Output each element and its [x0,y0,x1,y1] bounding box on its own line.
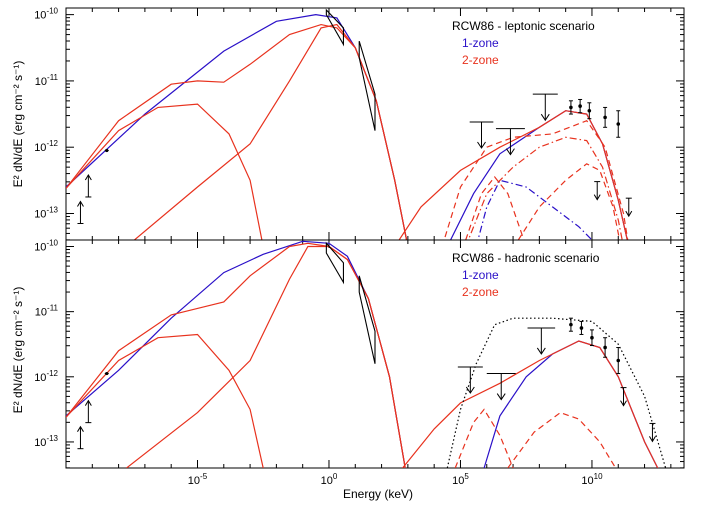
y-axis-label-top: E² dN/dE (erg cm⁻² s⁻¹) [11,61,25,188]
x-tick-label: 100 [321,472,338,487]
model-curve [446,317,667,468]
gamma-point [603,345,607,350]
model-curve [66,13,408,240]
bottom-panel: 10-10 10-11 10-12 10-13 10-5 100 105 1010 RCW86 … [34,239,685,487]
model-curve [133,23,408,240]
gamma-point [578,104,582,108]
legend-entry: 2-zone [462,53,499,67]
model-curve [483,340,659,468]
radio-arrow-head [84,399,92,406]
gamma-upper-limit-arrow [465,386,475,394]
y-tick-label: 10-10 [34,239,58,254]
radio-arrow-head [77,200,84,207]
y-tick-label: 10-11 [35,73,59,88]
model-curve [126,245,406,468]
gamma-point [579,326,584,330]
legend-title: RCW86 - hadronic scenario [452,251,600,265]
plot-area [66,8,633,240]
model-curve [467,136,623,240]
model-curve [66,242,406,468]
xray-bowtie [325,8,344,47]
xray-bowtie [358,275,376,364]
legend-entry: 2-zone [462,285,499,299]
gamma-limit-arrow [649,436,656,443]
gamma-point [616,358,621,363]
legend-entry: 1-zone [462,268,499,282]
y-tick-label: 10-12 [34,139,58,154]
legend-title: RCW86 - leptonic scenario [452,19,595,33]
model-curve [443,119,629,240]
x-tick-label: 1010 [581,472,603,487]
model-curve [66,333,264,468]
model-curve [465,176,525,240]
gamma-upper-limit-arrow [496,393,506,401]
model-curve [66,240,406,468]
legend-entry: 1-zone [462,36,499,50]
gamma-upper-limit-arrow [536,347,546,355]
x-axis-label: Energy (keV) [343,487,413,501]
gamma-upper-limit-arrow [506,148,515,156]
model-curve [517,163,621,240]
x-tick-label: 10-5 [188,472,208,487]
gamma-point [569,105,573,110]
gamma-point [590,335,594,340]
model-curve [402,340,659,468]
y-tick-label: 10-11 [35,304,59,319]
y-tick-label: 10-10 [34,7,58,22]
x-tick-label: 105 [452,472,469,487]
radio-arrow-head [77,425,84,432]
gamma-upper-limit-arrow [540,113,550,122]
model-curve [449,110,628,240]
model-curve [398,110,628,240]
gamma-limit-arrow [620,400,627,407]
model-curve [66,23,408,240]
plot-area [66,240,667,468]
gamma-point [569,322,573,327]
plot-frame [65,239,685,469]
model-curve [507,411,617,468]
y-axis-label-bottom: E² dN/dE (erg cm⁻² s⁻¹) [11,287,25,414]
xray-bowtie [325,241,344,285]
top-panel: 10-10 10-11 10-12 10-13 RCW86 - leptonic sce… [34,7,685,241]
gamma-point [616,122,621,126]
xray-bowtie [358,40,376,131]
gamma-point [587,108,592,113]
gamma-point [603,115,607,120]
model-curve [477,179,593,240]
gamma-upper-limit-arrow [477,141,486,149]
gamma-limit-arrow [593,194,601,201]
model-curve [66,103,263,240]
y-tick-label: 10-13 [34,434,58,449]
gamma-limit-arrow [625,210,633,218]
model-curve [454,408,514,468]
radio-arrow-head [84,173,92,181]
y-tick-label: 10-13 [34,205,58,220]
y-tick-label: 10-12 [34,369,58,384]
